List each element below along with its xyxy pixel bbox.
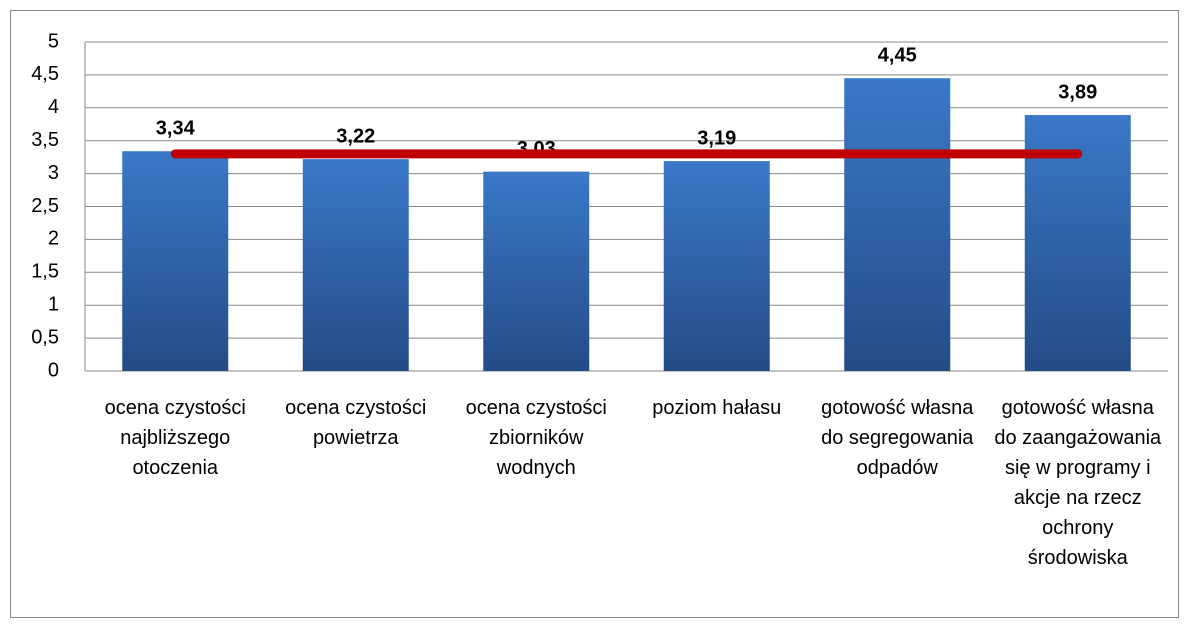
y-tick-label: 1 [48, 293, 59, 315]
y-tick-label: 1,5 [31, 261, 59, 283]
x-tick-label: poziom hałasu [652, 397, 782, 419]
bar [302, 159, 409, 371]
y-tick-label: 2 [48, 228, 59, 250]
y-tick-label: 4 [48, 96, 59, 118]
y-tick-label: 0 [48, 359, 59, 381]
y-tick-label: 3 [48, 162, 59, 184]
y-tick-label: 0,5 [31, 326, 59, 348]
x-tick-label: ocena czystości powietrza [285, 397, 427, 449]
x-tick-label: gotowość własna do segregowania odpadów [821, 397, 974, 479]
y-tick-label: 5 [48, 30, 59, 52]
y-tick-label: 4,5 [31, 63, 59, 85]
x-tick-label: ocena czystości zbiorników wodnych [465, 397, 607, 479]
x-tick-label: gotowość własna do zaangażowania się w p… [994, 397, 1162, 569]
bar [122, 151, 229, 371]
bar [663, 161, 770, 371]
data-label: 4,45 [878, 44, 917, 66]
bar [483, 171, 590, 371]
data-label: 3,19 [697, 127, 736, 149]
x-tick-label: ocena czystości najbliższego otoczenia [104, 397, 246, 479]
data-label: 3,89 [1058, 81, 1097, 103]
y-tick-label: 3,5 [31, 129, 59, 151]
bar [844, 78, 951, 371]
y-tick-label: 2,5 [31, 195, 59, 217]
data-label: 3,34 [156, 118, 196, 140]
data-label: 3,22 [336, 125, 375, 147]
